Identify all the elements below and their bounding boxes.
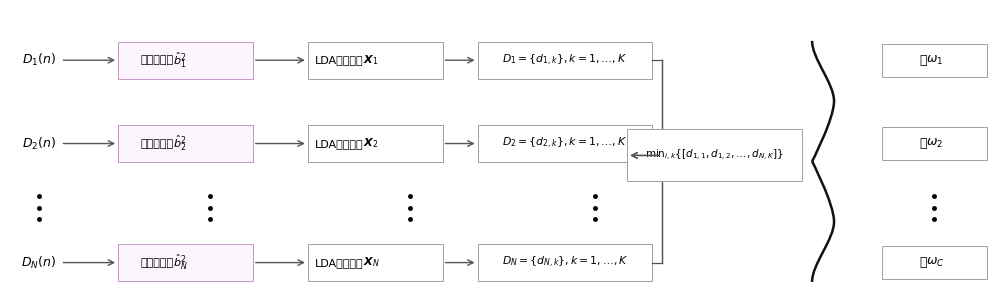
Text: 双相干估计: 双相干估计 (140, 138, 173, 149)
Text: $\omega_1$: $\omega_1$ (926, 54, 944, 67)
Text: LDA特征降维: LDA特征降维 (315, 258, 363, 268)
FancyBboxPatch shape (308, 244, 443, 281)
FancyBboxPatch shape (882, 44, 987, 77)
Text: $\omega_C$: $\omega_C$ (926, 256, 945, 269)
FancyBboxPatch shape (118, 42, 253, 79)
FancyBboxPatch shape (478, 42, 652, 79)
Text: $\boldsymbol{X}_1$: $\boldsymbol{X}_1$ (363, 53, 379, 67)
FancyBboxPatch shape (478, 125, 652, 162)
Text: 双相干估计: 双相干估计 (140, 258, 173, 268)
Text: $D_2(n)$: $D_2(n)$ (22, 135, 56, 152)
Text: 类: 类 (919, 137, 926, 150)
FancyBboxPatch shape (882, 246, 987, 279)
Text: 类: 类 (919, 54, 926, 67)
Text: LDA特征降维: LDA特征降维 (315, 55, 363, 65)
FancyBboxPatch shape (118, 244, 253, 281)
Text: $D_1=\{d_{1,k}\},k=1,\ldots,K$: $D_1=\{d_{1,k}\},k=1,\ldots,K$ (502, 53, 627, 68)
Text: $\boldsymbol{X}_2$: $\boldsymbol{X}_2$ (363, 137, 379, 150)
Text: $\omega_2$: $\omega_2$ (926, 137, 943, 150)
Text: LDA特征降维: LDA特征降维 (315, 138, 363, 149)
Text: $\boldsymbol{X}_N$: $\boldsymbol{X}_N$ (363, 256, 380, 269)
FancyBboxPatch shape (478, 244, 652, 281)
FancyBboxPatch shape (308, 125, 443, 162)
Text: $\mathrm{min}_{i,k}\{[d_{1,1},d_{1,2},\ldots,d_{N,K}]\}$: $\mathrm{min}_{i,k}\{[d_{1,1},d_{1,2},\l… (645, 148, 784, 163)
Text: $\hat{b}_N^2$: $\hat{b}_N^2$ (173, 253, 188, 272)
Text: 类: 类 (919, 256, 926, 269)
Text: $\hat{b}_1^2$: $\hat{b}_1^2$ (173, 51, 187, 70)
Text: 双相干估计: 双相干估计 (140, 55, 173, 65)
FancyBboxPatch shape (308, 42, 443, 79)
FancyBboxPatch shape (627, 129, 802, 181)
Text: $D_2=\{d_{2,k}\},k=1,\ldots,K$: $D_2=\{d_{2,k}\},k=1,\ldots,K$ (502, 136, 627, 151)
Text: $D_N=\{d_{N,k}\},k=1,\ldots,K$: $D_N=\{d_{N,k}\},k=1,\ldots,K$ (502, 255, 628, 270)
Text: $D_N(n)$: $D_N(n)$ (21, 254, 56, 271)
Text: $\hat{b}_2^2$: $\hat{b}_2^2$ (173, 134, 187, 153)
Text: $D_1(n)$: $D_1(n)$ (22, 52, 56, 68)
FancyBboxPatch shape (118, 125, 253, 162)
FancyBboxPatch shape (882, 127, 987, 160)
